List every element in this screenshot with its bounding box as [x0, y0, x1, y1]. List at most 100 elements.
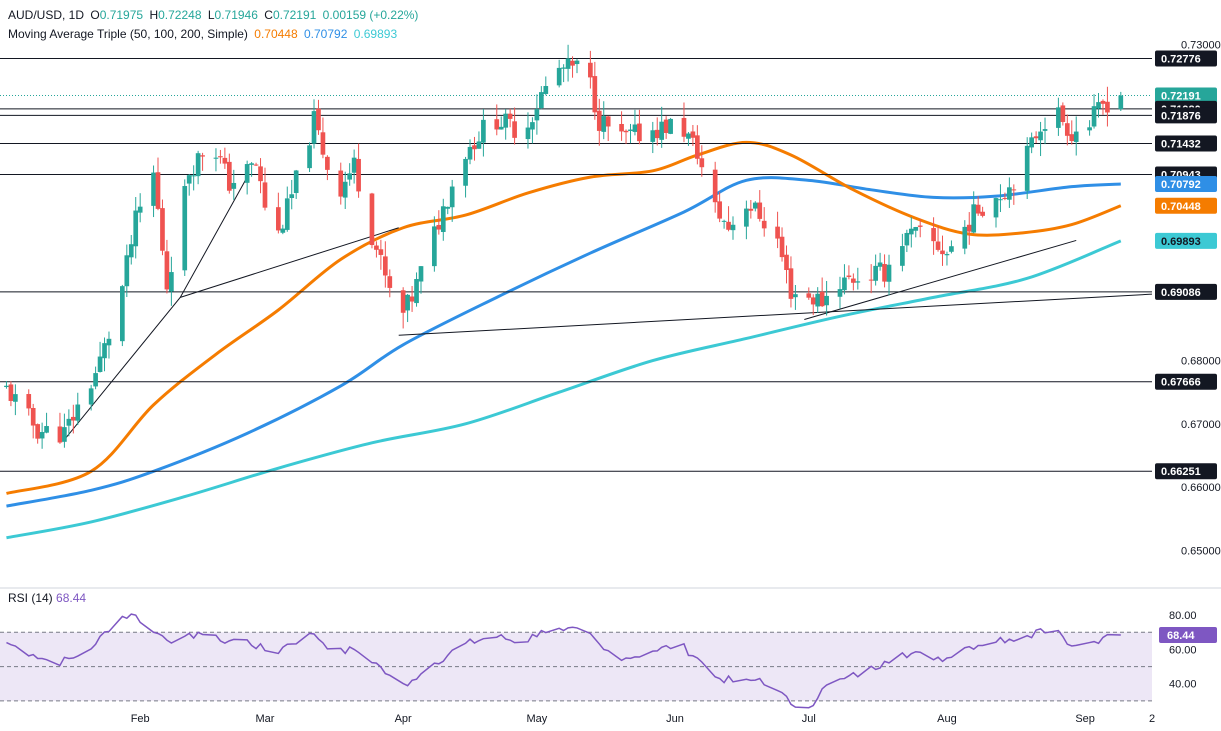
candle	[436, 210, 442, 235]
candle	[405, 293, 410, 323]
candle-body	[525, 127, 531, 140]
candle-body	[432, 226, 437, 267]
candle-body	[913, 227, 919, 231]
price-tag-bg	[1155, 135, 1217, 152]
candle	[356, 143, 361, 198]
candle	[44, 412, 49, 434]
candle	[191, 165, 197, 191]
candle	[338, 162, 344, 205]
price-tag-label: 0.66251	[1161, 466, 1201, 478]
y-tick-label: 0.65000	[1181, 545, 1221, 557]
candle-body	[592, 76, 598, 113]
candle-body	[1087, 127, 1092, 131]
candle	[543, 76, 549, 96]
candle-body	[75, 404, 81, 421]
price-tag-bg	[1155, 463, 1217, 480]
candle	[1105, 86, 1110, 127]
high-value: 0.72248	[158, 8, 202, 22]
candle	[561, 64, 566, 83]
candle-body	[387, 276, 393, 288]
candle-body	[244, 164, 250, 183]
candle	[1033, 131, 1039, 144]
candle	[806, 287, 812, 300]
moving-averages	[6, 140, 1122, 540]
trendline-2	[398, 293, 1153, 336]
candle-body	[262, 182, 268, 208]
candle-body	[1105, 101, 1110, 113]
open-label: O	[90, 8, 100, 22]
low-value: 0.71946	[214, 8, 258, 22]
trendline-3	[804, 239, 1077, 320]
candle-body	[62, 427, 67, 442]
axes: 0.73000 0.68000 0.67000 0.66000 0.65000 80.00…	[131, 39, 1221, 725]
candle-body	[1011, 189, 1017, 191]
candle-body	[574, 60, 580, 65]
candle	[106, 331, 112, 359]
price-tag-bg	[1155, 50, 1217, 67]
x-tick-label: May	[526, 713, 547, 725]
candle	[935, 225, 941, 252]
candle-body	[837, 289, 843, 297]
candle-body	[690, 131, 696, 138]
rsi-value-tag-bg	[1159, 626, 1217, 643]
candle	[120, 284, 125, 347]
candle	[1073, 116, 1079, 156]
candle	[815, 287, 821, 313]
candle	[284, 186, 290, 232]
candle	[1069, 120, 1075, 145]
price-tag-bg	[1155, 197, 1217, 214]
candle-body	[1029, 137, 1034, 148]
candle	[779, 227, 785, 262]
candle	[726, 206, 731, 232]
rsi-legend: RSI (14) 68.44	[8, 591, 86, 605]
y-tick-label: 0.66000	[1181, 482, 1221, 494]
y-tick-label: 0.67000	[1181, 419, 1221, 431]
candle-body	[133, 210, 139, 247]
candle	[231, 169, 237, 200]
candle	[1042, 117, 1048, 145]
candle-body	[93, 373, 98, 387]
candle-body	[494, 119, 500, 130]
candle	[775, 211, 780, 249]
candle-body	[445, 206, 451, 209]
candle-body	[169, 272, 174, 292]
candle-body	[222, 157, 228, 164]
x-tick-label: Sep	[1075, 713, 1095, 725]
candle	[944, 251, 950, 266]
candle	[374, 241, 379, 258]
candle	[855, 267, 861, 290]
candle	[868, 264, 874, 294]
candle	[1091, 94, 1097, 129]
candle	[253, 162, 259, 167]
candle-body	[1002, 197, 1008, 199]
candle-body	[382, 256, 388, 276]
candle-body	[440, 206, 446, 232]
candle	[998, 184, 1003, 213]
candle	[244, 160, 250, 195]
candle	[824, 281, 829, 316]
candle	[481, 109, 486, 157]
candle-body	[846, 275, 852, 277]
price-tag: 0.69086	[1155, 283, 1217, 300]
candle-body	[164, 251, 170, 290]
candle-body	[663, 119, 669, 133]
candle	[93, 366, 98, 390]
candle	[1002, 192, 1008, 201]
candle	[467, 139, 473, 165]
candle-body	[980, 211, 985, 216]
candle	[1096, 93, 1101, 118]
candle-body	[507, 113, 513, 119]
candle	[654, 117, 660, 146]
candle-body	[1033, 136, 1039, 139]
candle-body	[325, 156, 330, 170]
candle-body	[1007, 187, 1012, 200]
candle	[289, 179, 295, 210]
change-value: 0.00159 (+0.22%)	[322, 8, 419, 22]
candle-body	[596, 110, 602, 131]
candle	[886, 254, 892, 296]
open-value: 0.71975	[99, 8, 144, 22]
candle-body	[717, 201, 722, 219]
candle	[88, 384, 94, 411]
candle	[57, 412, 63, 444]
